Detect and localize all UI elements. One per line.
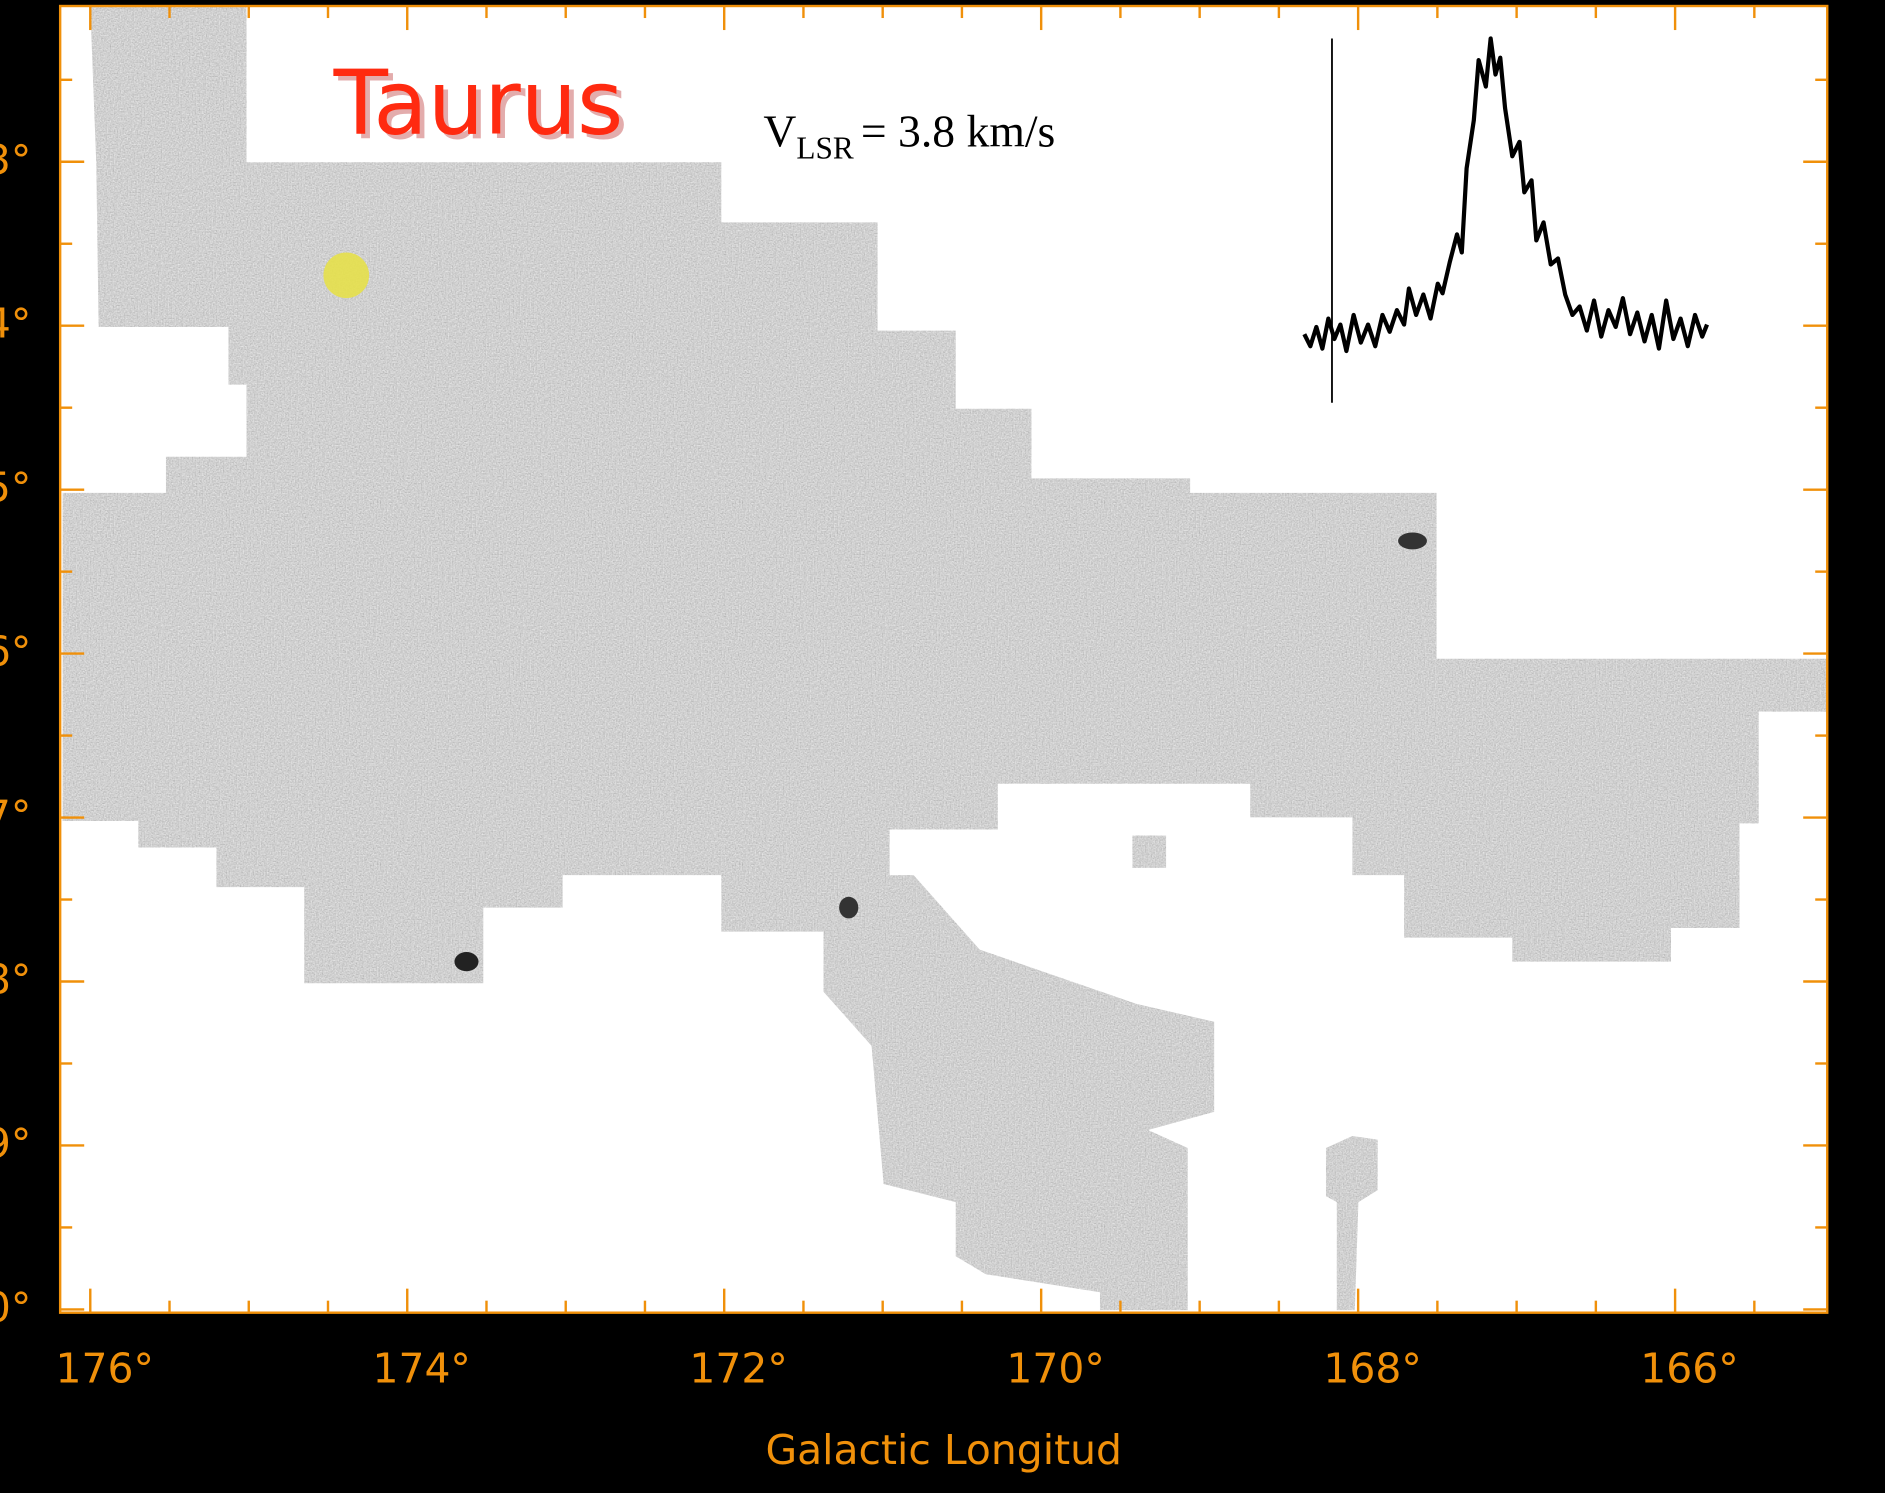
dark-core	[1398, 532, 1427, 550]
dark-core	[839, 896, 859, 919]
v: V	[763, 106, 796, 157]
velocity-value: = 3.8 km/s	[861, 106, 1055, 157]
x-axis-title: Galactic Longitud	[765, 1426, 1121, 1474]
lsr: LSR	[796, 131, 853, 166]
plot-frame	[58, 4, 1829, 1314]
dark-core	[454, 952, 479, 972]
x-tick-label: 174°	[372, 1344, 470, 1392]
y-tick-label: 4°	[0, 300, 31, 348]
x-tick-label: 170°	[1006, 1344, 1104, 1392]
x-tick-label: 168°	[1323, 1344, 1421, 1392]
x-tick-label: 166°	[1640, 1344, 1738, 1392]
y-tick-label: 7°	[0, 792, 31, 840]
x-tick-label: 172°	[689, 1344, 787, 1392]
title-shadow: Taurus	[337, 55, 628, 159]
y-tick-label: 0°	[0, 1283, 31, 1331]
velocity-label: VLSR = 3.8 km/s	[763, 106, 1055, 166]
y-tick-label: 5°	[0, 464, 31, 512]
title: Taurus	[333, 50, 624, 154]
spectrum	[1302, 36, 1709, 354]
y-tick-label: 3°	[0, 136, 31, 184]
x-tick-label: 176°	[55, 1344, 153, 1392]
marker-dot	[323, 252, 370, 299]
y-tick-label: 6°	[0, 628, 31, 676]
y-tick-label: 8°	[0, 956, 31, 1004]
y-tick-label: 9°	[0, 1119, 31, 1167]
